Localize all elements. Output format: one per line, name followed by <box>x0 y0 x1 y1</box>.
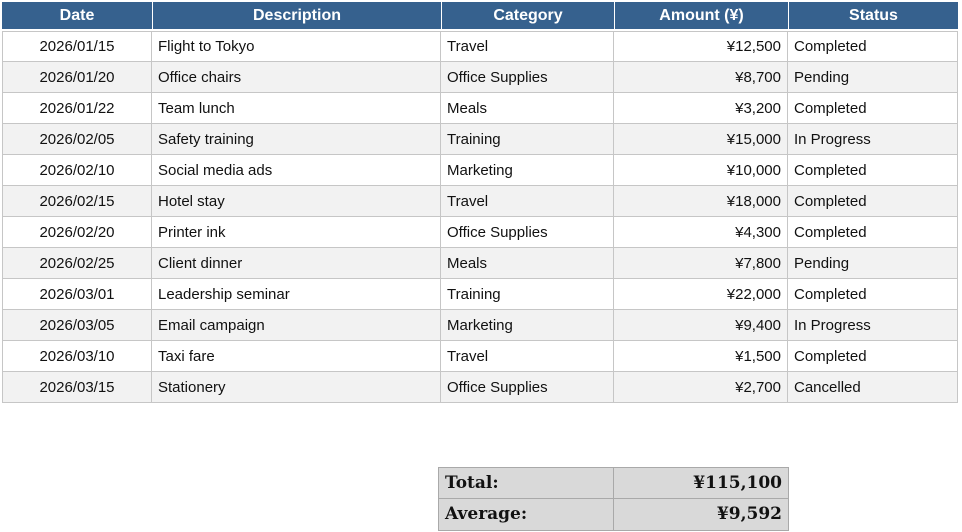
cell-category[interactable]: Meals <box>441 248 614 279</box>
table-header-row: Date Description Category Amount (¥) Status <box>2 2 958 31</box>
summary-table: Total: ¥115,100 Average: ¥9,592 <box>438 467 789 531</box>
cell-status[interactable]: In Progress <box>788 124 958 155</box>
cell-amount[interactable]: ¥15,000 <box>614 124 788 155</box>
cell-date[interactable]: 2026/03/15 <box>2 372 152 403</box>
cell-date[interactable]: 2026/02/15 <box>2 186 152 217</box>
header-cell-category[interactable]: Category <box>441 2 614 31</box>
cell-category[interactable]: Training <box>441 124 614 155</box>
cell-status[interactable]: Completed <box>788 279 958 310</box>
cell-description[interactable]: Client dinner <box>152 248 441 279</box>
header-cell-status[interactable]: Status <box>788 2 958 31</box>
cell-description[interactable]: Stationery <box>152 372 441 403</box>
cell-amount[interactable]: ¥22,000 <box>614 279 788 310</box>
cell-date[interactable]: 2026/02/10 <box>2 155 152 186</box>
cell-status[interactable]: Completed <box>788 155 958 186</box>
table-row: 2026/02/25 Client dinner Meals ¥7,800 Pendin… <box>2 248 958 279</box>
cell-date[interactable]: 2026/03/01 <box>2 279 152 310</box>
table-row: 2026/03/05 Email campaign Marketing ¥9,400 I… <box>2 310 958 341</box>
cell-category[interactable]: Office Supplies <box>441 372 614 403</box>
table-row: 2026/02/15 Hotel stay Travel ¥18,000 Complet… <box>2 186 958 217</box>
cell-date[interactable]: 2026/03/10 <box>2 341 152 372</box>
cell-category[interactable]: Travel <box>441 341 614 372</box>
cell-description[interactable]: Team lunch <box>152 93 441 124</box>
table-row: 2026/02/05 Safety training Training ¥15,000… <box>2 124 958 155</box>
cell-status[interactable]: Completed <box>788 186 958 217</box>
header-cell-description[interactable]: Description <box>152 2 441 31</box>
cell-status[interactable]: Completed <box>788 341 958 372</box>
table-row: 2026/01/15 Flight to Tokyo Travel ¥12,500 Co… <box>2 31 958 62</box>
cell-status[interactable]: Pending <box>788 62 958 93</box>
expense-table: Date Description Category Amount (¥) Status … <box>2 2 958 403</box>
cell-category[interactable]: Training <box>441 279 614 310</box>
cell-category[interactable]: Office Supplies <box>441 217 614 248</box>
average-label[interactable]: Average: <box>438 499 614 531</box>
summary-row-total: Total: ¥115,100 <box>438 467 789 499</box>
cell-amount[interactable]: ¥9,400 <box>614 310 788 341</box>
cell-category[interactable]: Travel <box>441 186 614 217</box>
table-row: 2026/01/20 Office chairs Office Supplies ¥8… <box>2 62 958 93</box>
cell-status[interactable]: Completed <box>788 93 958 124</box>
cell-amount[interactable]: ¥12,500 <box>614 31 788 62</box>
cell-date[interactable]: 2026/02/05 <box>2 124 152 155</box>
summary-row-average: Average: ¥9,592 <box>438 499 789 531</box>
cell-date[interactable]: 2026/02/25 <box>2 248 152 279</box>
cell-amount[interactable]: ¥2,700 <box>614 372 788 403</box>
cell-date[interactable]: 2026/01/15 <box>2 31 152 62</box>
cell-category[interactable]: Office Supplies <box>441 62 614 93</box>
table-row: 2026/03/10 Taxi fare Travel ¥1,500 Completed <box>2 341 958 372</box>
cell-description[interactable]: Flight to Tokyo <box>152 31 441 62</box>
cell-description[interactable]: Office chairs <box>152 62 441 93</box>
cell-amount[interactable]: ¥18,000 <box>614 186 788 217</box>
cell-amount[interactable]: ¥3,200 <box>614 93 788 124</box>
table-row: 2026/02/10 Social media ads Marketing ¥10,0… <box>2 155 958 186</box>
table-row: 2026/03/01 Leadership seminar Training ¥22,… <box>2 279 958 310</box>
total-value[interactable]: ¥115,100 <box>614 467 789 499</box>
table-row: 2026/01/22 Team lunch Meals ¥3,200 Completed <box>2 93 958 124</box>
spreadsheet-area: Date Description Category Amount (¥) Status … <box>2 2 958 403</box>
table-row: 2026/03/15 Stationery Office Supplies ¥2,70… <box>2 372 958 403</box>
cell-date[interactable]: 2026/01/22 <box>2 93 152 124</box>
cell-description[interactable]: Email campaign <box>152 310 441 341</box>
cell-category[interactable]: Marketing <box>441 155 614 186</box>
cell-amount[interactable]: ¥7,800 <box>614 248 788 279</box>
cell-category[interactable]: Marketing <box>441 310 614 341</box>
cell-date[interactable]: 2026/01/20 <box>2 62 152 93</box>
header-cell-amount[interactable]: Amount (¥) <box>614 2 788 31</box>
cell-description[interactable]: Leadership seminar <box>152 279 441 310</box>
cell-category[interactable]: Meals <box>441 93 614 124</box>
cell-description[interactable]: Social media ads <box>152 155 441 186</box>
average-value[interactable]: ¥9,592 <box>614 499 789 531</box>
cell-status[interactable]: In Progress <box>788 310 958 341</box>
cell-amount[interactable]: ¥1,500 <box>614 341 788 372</box>
cell-date[interactable]: 2026/03/05 <box>2 310 152 341</box>
cell-amount[interactable]: ¥10,000 <box>614 155 788 186</box>
cell-status[interactable]: Completed <box>788 31 958 62</box>
total-label[interactable]: Total: <box>438 467 614 499</box>
cell-category[interactable]: Travel <box>441 31 614 62</box>
cell-status[interactable]: Completed <box>788 217 958 248</box>
cell-amount[interactable]: ¥4,300 <box>614 217 788 248</box>
cell-status[interactable]: Pending <box>788 248 958 279</box>
cell-date[interactable]: 2026/02/20 <box>2 217 152 248</box>
cell-description[interactable]: Taxi fare <box>152 341 441 372</box>
cell-description[interactable]: Printer ink <box>152 217 441 248</box>
cell-status[interactable]: Cancelled <box>788 372 958 403</box>
header-cell-date[interactable]: Date <box>2 2 152 31</box>
cell-description[interactable]: Hotel stay <box>152 186 441 217</box>
table-row: 2026/02/20 Printer ink Office Supplies ¥4,3… <box>2 217 958 248</box>
cell-description[interactable]: Safety training <box>152 124 441 155</box>
cell-amount[interactable]: ¥8,700 <box>614 62 788 93</box>
